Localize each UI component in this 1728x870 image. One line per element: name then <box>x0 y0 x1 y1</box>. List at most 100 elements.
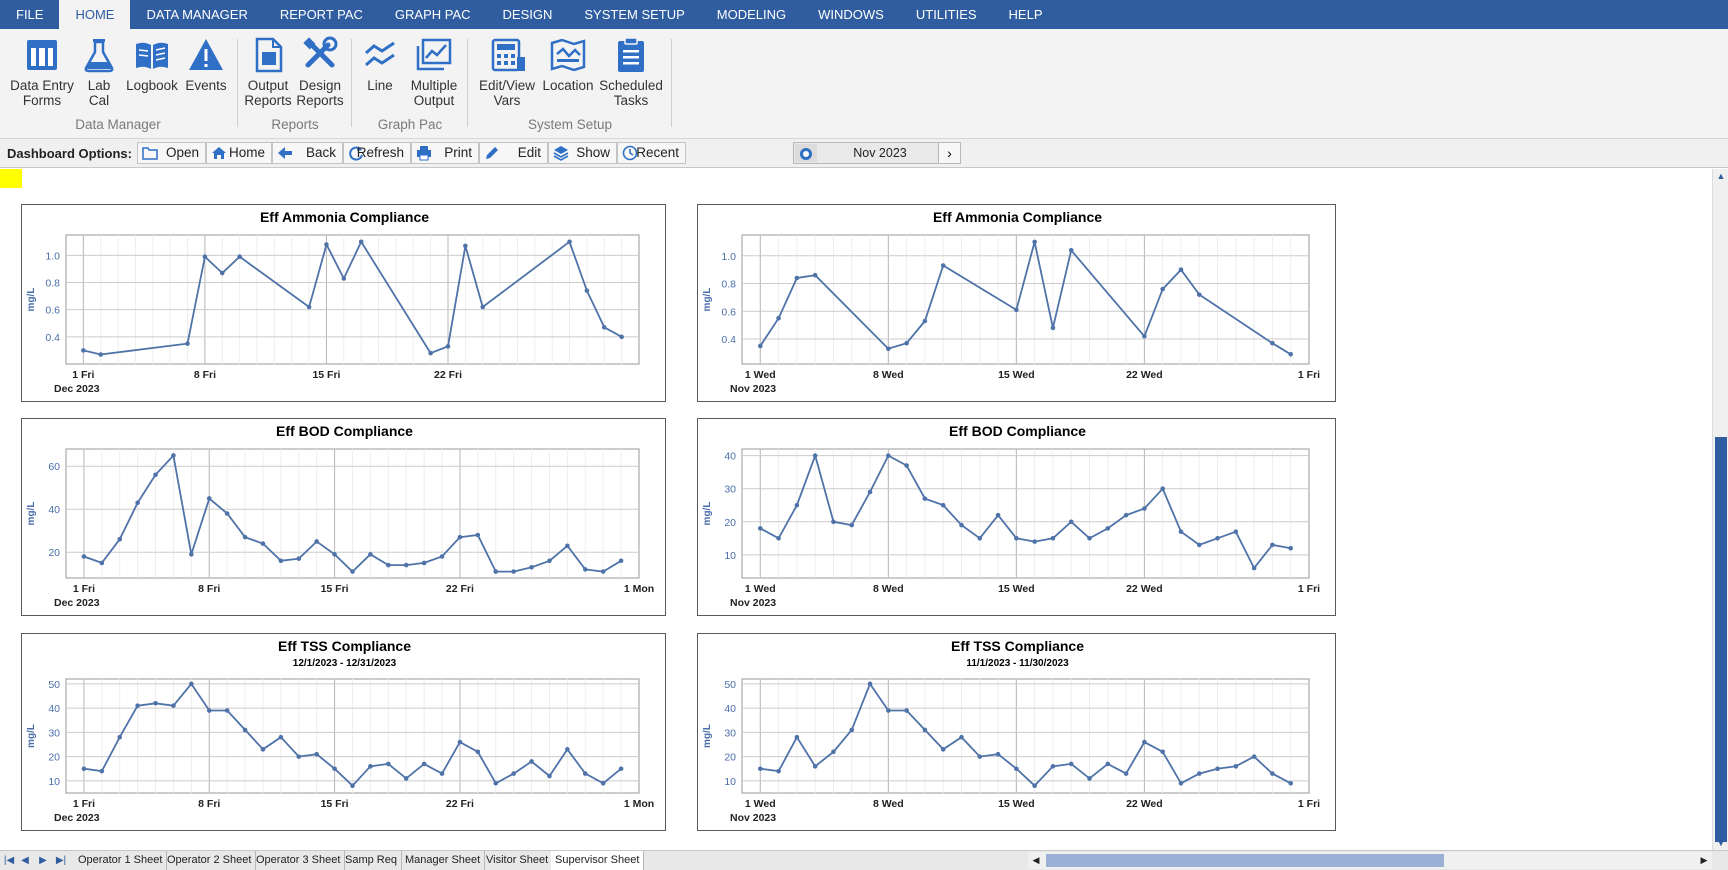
data-point <box>1087 776 1092 781</box>
y-axis-label: mg/L <box>702 288 713 312</box>
open-button[interactable]: Open <box>137 142 206 164</box>
data-point <box>314 751 319 757</box>
tab-operator-1-sheet[interactable]: Operator 1 Sheet <box>74 851 168 870</box>
data-point <box>1196 542 1202 548</box>
data-point <box>386 761 391 767</box>
print-label: Print <box>444 145 472 160</box>
scroll-up-icon[interactable]: ▲ <box>1716 171 1726 181</box>
print-button[interactable]: Print <box>411 142 479 164</box>
tab-supervisor-sheet[interactable]: Supervisor Sheet <box>551 851 645 870</box>
menu-help[interactable]: HELP <box>1008 7 1043 22</box>
data-entry-forms-button[interactable]: Data Entry Forms <box>6 35 78 108</box>
data-point <box>547 773 552 779</box>
x-tick-label: 15 Fri <box>321 583 349 595</box>
vertical-scroll-thumb[interactable] <box>1715 437 1727 842</box>
tab-operator-3-sheet[interactable]: Operator 3 Sheet <box>252 851 346 870</box>
tab-operator-2-sheet[interactable]: Operator 2 Sheet <box>163 851 257 870</box>
data-point <box>1270 771 1275 776</box>
chart-subtitle: 11/1/2023 - 11/30/2023 <box>966 658 1069 669</box>
clock-icon <box>622 145 638 161</box>
next-sheet-icon[interactable]: ▶ <box>39 855 47 866</box>
plot-area <box>741 678 1310 794</box>
chart-panel-ammonia-nov[interactable]: Eff Ammonia Compliance 1 Wed 8 Wed 15 Wed 22… <box>697 204 1336 402</box>
menu-home[interactable]: HOME <box>59 0 131 29</box>
selected-cell[interactable] <box>0 169 22 188</box>
menu-design[interactable]: DESIGN <box>502 7 553 22</box>
chart-panel-tss-nov[interactable]: Eff TSS Compliance 11/1/2023 - 11/30/2023… <box>697 633 1336 831</box>
data-point <box>959 522 964 528</box>
vertical-scrollbar[interactable]: ▲ ▼ <box>1712 169 1728 850</box>
scroll-left-icon[interactable]: ◀ <box>1032 855 1040 865</box>
output-reports-button[interactable]: Output Reports <box>242 35 294 108</box>
data-point <box>619 334 624 340</box>
next-period-button[interactable]: › <box>938 143 960 163</box>
chart-panel-bod-dec[interactable]: Eff BOD Compliance 1 Fri 8 Fri 15 Fri 22 Fri… <box>21 418 666 616</box>
data-point <box>904 708 909 713</box>
flask-icon <box>84 39 114 73</box>
design-reports-button[interactable]: Design Reports <box>294 35 346 108</box>
data-point <box>135 500 140 506</box>
design-reports-label: Design <box>298 78 342 93</box>
x-tick-label: 15 Fri <box>312 369 340 381</box>
previous-period-button[interactable] <box>795 144 817 162</box>
line-graph-button[interactable]: Line <box>358 35 402 93</box>
edit-view-vars-label-2: Vars <box>493 93 521 108</box>
data-point <box>324 242 329 247</box>
scheduled-tasks-button[interactable]: Scheduled Tasks <box>596 35 666 108</box>
y-tick-label: 20 <box>724 752 736 764</box>
tab-visitor-sheet[interactable]: Visitor Sheet <box>482 851 554 870</box>
first-sheet-icon[interactable]: |◀ <box>3 855 15 866</box>
y-axis-label: mg/L <box>702 724 713 748</box>
show-button[interactable]: Show <box>548 142 617 164</box>
data-point <box>403 776 409 781</box>
data-point <box>99 768 105 774</box>
last-sheet-icon[interactable]: ▶| <box>55 855 67 866</box>
horizontal-scrollbar[interactable]: ◀ ▶ <box>1028 852 1712 869</box>
x-tick-label: 1 Wed <box>745 798 776 810</box>
chart-panel-ammonia-dec[interactable]: Eff Ammonia Compliance 1 Fri 8 Fri 15 Fri 22… <box>21 204 666 402</box>
data-point <box>493 569 499 574</box>
horizontal-scroll-thumb[interactable] <box>1046 854 1444 867</box>
prev-sheet-icon[interactable]: ◀ <box>21 855 29 866</box>
recent-button[interactable]: Recent <box>617 142 686 164</box>
data-point <box>1233 764 1239 769</box>
data-point <box>1215 536 1220 541</box>
scroll-down-icon[interactable]: ▼ <box>1716 838 1726 848</box>
edit-button[interactable]: Edit <box>479 142 548 164</box>
menu-report-pac[interactable]: REPORT PAC <box>279 7 363 22</box>
menu-system-setup[interactable]: SYSTEM SETUP <box>584 7 685 22</box>
data-point <box>584 288 590 293</box>
data-point <box>260 747 266 752</box>
data-point <box>314 539 319 544</box>
menu-file[interactable]: FILE <box>16 7 44 22</box>
chart-panel-bod-nov[interactable]: Eff BOD Compliance 1 Wed 8 Wed 15 Wed 22 Wed… <box>697 418 1336 616</box>
events-button[interactable]: Events <box>182 35 230 93</box>
tab-manager-sheet[interactable]: Manager Sheet <box>401 851 486 870</box>
refresh-label: Refresh <box>356 145 404 160</box>
data-point <box>776 315 781 321</box>
menu-graph-pac[interactable]: GRAPH PAC <box>394 7 471 22</box>
edit-view-vars-button[interactable]: Edit/View Vars <box>476 35 538 108</box>
scroll-right-icon[interactable]: ▶ <box>1700 855 1708 865</box>
x-tick-label: 1 Wed <box>745 583 776 595</box>
menu-data-manager[interactable]: DATA MANAGER <box>146 7 248 22</box>
tab-samp-req[interactable]: Samp Req <box>341 851 402 870</box>
x-tick-label: 8 Fri <box>198 583 220 595</box>
clipboard-icon <box>618 37 644 72</box>
location-button[interactable]: Location <box>540 35 596 93</box>
multiple-output-button[interactable]: Multiple Output <box>404 35 464 108</box>
data-point <box>463 243 468 249</box>
back-button[interactable]: Back <box>272 142 343 164</box>
menu-utilities[interactable]: UTILITIES <box>915 7 977 22</box>
lab-cal-button[interactable]: Lab Cal <box>78 35 120 108</box>
menu-windows[interactable]: WINDOWS <box>818 7 884 22</box>
menu-modeling[interactable]: MODELING <box>716 7 787 22</box>
refresh-button[interactable]: Refresh <box>343 142 411 164</box>
dashboard-sheet: Eff Ammonia Compliance 1 Fri 8 Fri 15 Fri 22… <box>0 169 1712 850</box>
period-label: Nov 2023 <box>853 146 907 160</box>
logbook-button[interactable]: Logbook <box>122 35 182 93</box>
data-point <box>1068 247 1074 253</box>
data-point <box>831 749 836 755</box>
chart-panel-tss-dec[interactable]: Eff TSS Compliance 12/1/2023 - 12/31/2023… <box>21 633 666 831</box>
home-button[interactable]: Home <box>206 142 272 164</box>
